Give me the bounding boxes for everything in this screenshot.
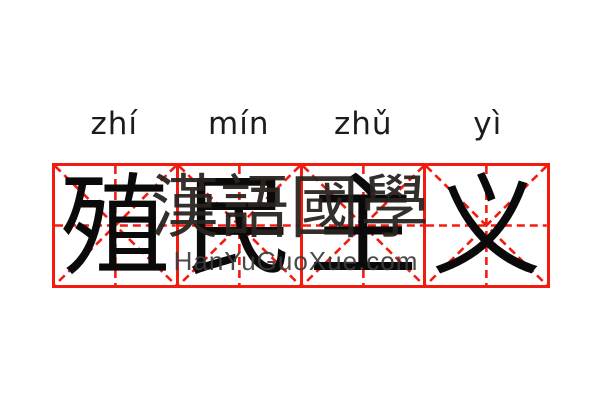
watermark-site-text: HanYuGuoXue.com — [173, 246, 419, 276]
character-cell-1: 殖 — [55, 166, 179, 285]
grid-guide-lines — [178, 166, 300, 285]
character-cell-4: 义 — [426, 166, 547, 285]
character-cell-2: 民 — [178, 163, 303, 291]
watermark-cjk-text: 漢語國學 — [150, 168, 430, 248]
pinyin-row: zhí mín zhǔ yì — [52, 102, 550, 146]
grid-guide-lines — [55, 166, 176, 285]
pinyin-syllable-4: yì — [473, 106, 503, 142]
grid-guide-lines — [302, 166, 424, 285]
character-cell-3: 主 — [302, 163, 427, 291]
pinyin-syllable-3: zhǔ — [333, 106, 393, 142]
pinyin-syllable-2: mín — [208, 106, 270, 142]
character-2: 民 — [184, 163, 295, 291]
character-4: 义 — [431, 163, 542, 291]
character-3: 主 — [307, 163, 418, 291]
pinyin-syllable-1: zhí — [90, 106, 139, 142]
character-grid: 殖 民 主 — [52, 163, 550, 288]
grid-guide-lines — [426, 166, 547, 285]
character-1: 殖 — [60, 163, 171, 291]
